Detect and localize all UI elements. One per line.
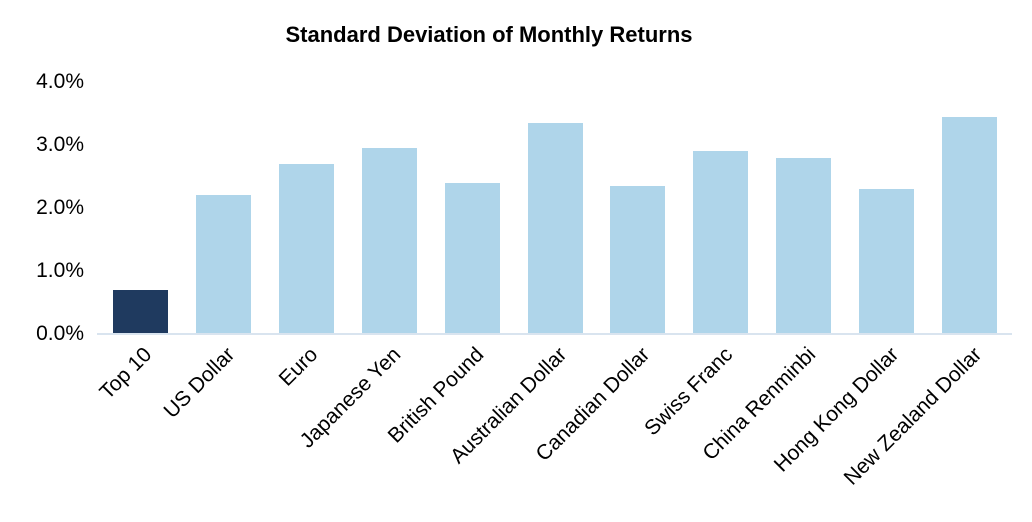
bar-australian-dollar [527, 122, 583, 334]
chart-title: Standard Deviation of Monthly Returns [285, 22, 693, 47]
y-tick-label-1-0-: 1.0% [36, 259, 84, 282]
y-tick-label-0-0-: 0.0% [36, 322, 84, 345]
bar-hong-kong-dollar [859, 189, 915, 334]
y-tick-label-2-0-: 2.0% [36, 196, 84, 219]
bar-us-dollar [195, 195, 251, 334]
y-tick-label-3-0-: 3.0% [36, 133, 84, 156]
bar-new-zealand-dollar [942, 116, 998, 334]
bar-euro [278, 163, 334, 334]
x-axis-line [97, 333, 1012, 335]
bar-top-10 [112, 289, 168, 334]
bar-swiss-franc [693, 151, 749, 334]
bar-british-pound [444, 182, 500, 334]
bar-china-renminbi [776, 157, 832, 334]
y-tick-label-4-0-: 4.0% [36, 70, 84, 93]
bar-canadian-dollar [610, 185, 666, 334]
bar-japanese-yen [361, 148, 417, 334]
